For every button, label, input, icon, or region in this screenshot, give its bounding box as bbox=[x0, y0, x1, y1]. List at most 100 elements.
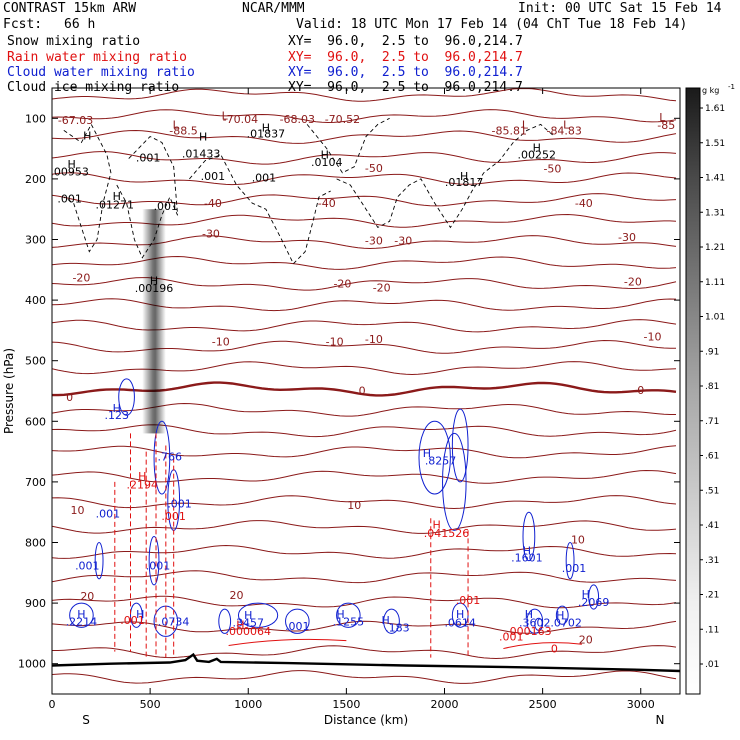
cloud-water-label: .001 bbox=[146, 560, 171, 573]
isotherm-line bbox=[52, 109, 677, 124]
isotherm-label: -68.03 bbox=[280, 113, 315, 126]
rain-contour bbox=[228, 638, 347, 647]
field-rain-xy: XY= 96.0, 2.5 to 96.0,214.7 bbox=[288, 50, 523, 65]
cloud-water-label: .001 bbox=[75, 560, 100, 573]
cloud-water-label: H bbox=[113, 402, 121, 415]
y-axis-label: Pressure (hPa) bbox=[2, 348, 16, 434]
snow-ice-label: .001 bbox=[201, 170, 226, 183]
isotherm-line bbox=[52, 193, 677, 207]
isotherm-line bbox=[52, 520, 677, 534]
isotherm-label: -84.83 bbox=[546, 124, 581, 137]
y-tick-label: 900 bbox=[25, 597, 46, 610]
cloud-water-contour bbox=[285, 608, 310, 634]
isotherm-label: -10 bbox=[365, 333, 383, 346]
colorbar-level: 1.51 bbox=[705, 139, 725, 149]
x-tick-label: 1000 bbox=[234, 698, 262, 711]
rain-label: .041526 bbox=[424, 527, 470, 540]
colorbar-level: .21 bbox=[705, 591, 719, 601]
isotherm-label: -10 bbox=[644, 330, 662, 343]
cloud-water-label: .2069 bbox=[578, 596, 610, 609]
isotherm-label: 0 bbox=[637, 384, 644, 397]
cloud-water-label: .001 bbox=[96, 507, 121, 520]
cloud-water-label: .0734 bbox=[158, 615, 190, 628]
rain-label: .2194 bbox=[127, 478, 159, 491]
cloud-water-label: .123 bbox=[105, 409, 130, 422]
isotherm-label: -30 bbox=[202, 227, 220, 240]
cloud-water-contour bbox=[218, 608, 232, 634]
cloud-water-contour bbox=[522, 511, 536, 562]
cloud-water-contour bbox=[153, 420, 171, 495]
field-snow-xy: XY= 96.0, 2.5 to 96.0,214.7 bbox=[288, 34, 523, 49]
isotherm-label: -88.5 bbox=[169, 124, 197, 137]
isotherm-label: -85 bbox=[657, 119, 675, 132]
minimum-label: L bbox=[222, 109, 229, 122]
cloud-water-contour bbox=[418, 420, 451, 495]
rain-label: H bbox=[236, 618, 244, 631]
snow-ice-label: .001 bbox=[154, 200, 179, 213]
plot-frame bbox=[51, 87, 681, 695]
colorbar-level: .41 bbox=[705, 521, 719, 531]
cloud-water-contour bbox=[118, 378, 135, 416]
snow-ice-label: H bbox=[321, 149, 329, 162]
cloud-water-contour bbox=[383, 608, 400, 634]
isotherm-label: -20 bbox=[333, 278, 351, 291]
snow-ice-label: H bbox=[113, 190, 121, 203]
forecast-hours: 66 h bbox=[64, 17, 96, 32]
isotherm-label: 10 bbox=[347, 499, 361, 512]
snow-ice-label: H bbox=[533, 141, 541, 154]
isotherm-label: -70.52 bbox=[325, 113, 360, 126]
colorbar-unit-exponent: -1 bbox=[728, 83, 735, 91]
cloud-water-contour bbox=[237, 602, 279, 628]
isotherm-label: 0 bbox=[359, 384, 366, 397]
y-tick-label: 200 bbox=[25, 173, 46, 186]
isotherm-line bbox=[52, 570, 677, 584]
snow-ice-label: .001 bbox=[252, 172, 277, 185]
snow-ice-label: H bbox=[83, 129, 91, 142]
isotherm-label: -20 bbox=[373, 281, 391, 294]
isotherm-line bbox=[52, 645, 677, 660]
colorbar-level: 1.31 bbox=[705, 208, 725, 218]
colorbar-level: .51 bbox=[705, 486, 719, 496]
isotherm-label: -10 bbox=[212, 335, 230, 348]
cloud-water-contour bbox=[534, 617, 544, 631]
cloud-water-label: .3602 bbox=[519, 616, 551, 629]
isotherm-line bbox=[52, 620, 677, 634]
x-tick-label: 500 bbox=[140, 698, 161, 711]
cloud-water-label: .183 bbox=[385, 621, 410, 634]
cloud-water-contour bbox=[69, 602, 94, 628]
cloud-water-contour bbox=[148, 535, 160, 586]
colorbar-level: .31 bbox=[705, 556, 719, 566]
rain-label: .001 bbox=[120, 614, 145, 627]
snow-contour bbox=[63, 123, 112, 253]
x-tick-label: 0 bbox=[49, 698, 56, 711]
cloud-water-label: H bbox=[77, 608, 85, 621]
isotherm-line bbox=[52, 88, 677, 102]
colorbar-level: 1.21 bbox=[705, 243, 725, 253]
snow-ice-label: H bbox=[150, 275, 158, 288]
rain-label: .000163 bbox=[506, 625, 552, 638]
isotherm-label: -50 bbox=[543, 163, 561, 176]
snow-ice-label: H bbox=[262, 121, 270, 134]
terrain-surface bbox=[52, 652, 680, 673]
colorbar-level: 1.01 bbox=[705, 313, 725, 323]
snow-ice-label: .01837 bbox=[247, 127, 286, 140]
isotherm-label: -30 bbox=[365, 235, 383, 248]
field-rain-name: Rain water mixing ratio bbox=[7, 50, 188, 65]
isotherm-label: 20 bbox=[579, 633, 593, 646]
colorbar: .01 .11 .21 .31 .41 .51 .61 .71 .81 .91 1.01 1.11 1.… bbox=[685, 83, 735, 695]
isotherm-line bbox=[52, 445, 677, 459]
colorbar-level: .81 bbox=[705, 382, 719, 392]
cloud-water-contour bbox=[565, 542, 575, 580]
snow-ice-label: .00953 bbox=[50, 166, 89, 179]
isotherm-label: -40 bbox=[575, 197, 593, 210]
field-cloud-water-xy: XY= 96.0, 2.5 to 96.0,214.7 bbox=[288, 65, 523, 80]
minimum-label: L bbox=[522, 118, 529, 131]
colorbar-level: 1.61 bbox=[705, 104, 725, 114]
cloud-water-label: .001 bbox=[285, 620, 310, 633]
colorbar-unit: g kg bbox=[702, 86, 719, 95]
field-snow-name: Snow mixing ratio bbox=[7, 34, 141, 49]
cloud-water-label: H bbox=[423, 447, 431, 460]
rain-label: H bbox=[433, 518, 441, 531]
forecast-label: Fcst: bbox=[3, 17, 43, 32]
